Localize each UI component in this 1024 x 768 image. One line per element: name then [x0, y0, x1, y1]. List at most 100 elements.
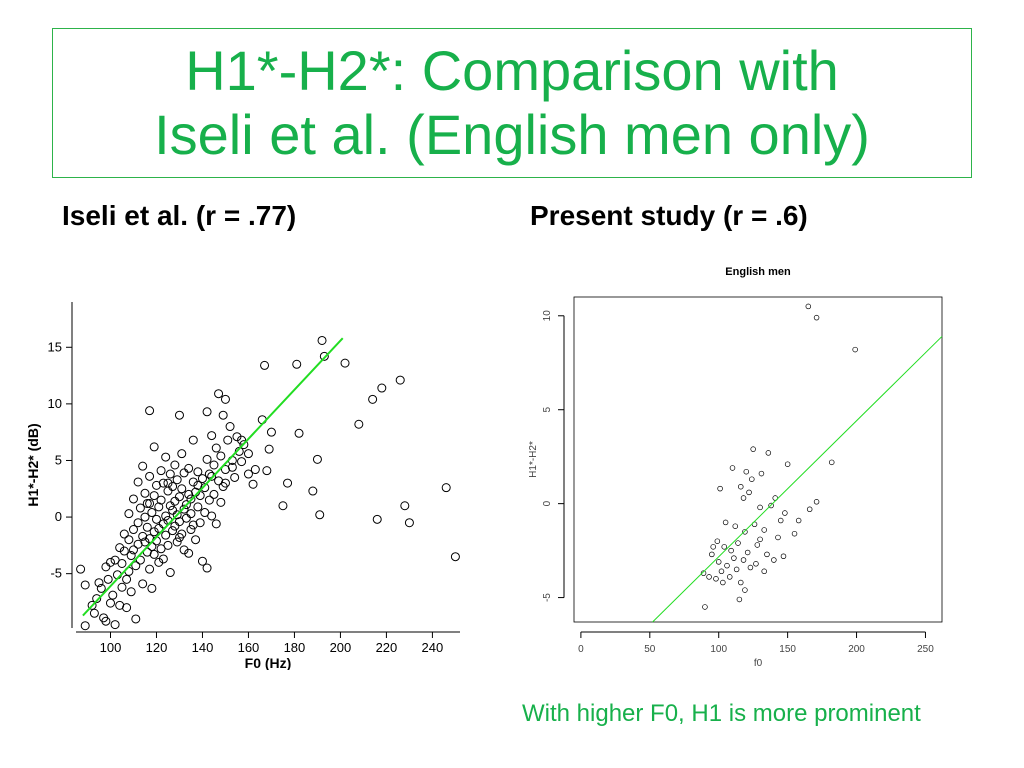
data-point [149, 442, 159, 452]
data-point [156, 466, 166, 476]
data-point [126, 551, 136, 561]
data-point [746, 489, 752, 496]
data-point [115, 543, 125, 553]
data-point [145, 498, 155, 508]
data-point [784, 461, 791, 467]
x-tick-label: 240 [422, 640, 444, 655]
data-point [195, 518, 205, 528]
data-point [743, 468, 750, 475]
data-point [145, 534, 155, 544]
data-point [151, 480, 161, 490]
data-point [188, 435, 198, 445]
y-tick-label: 15 [48, 339, 62, 354]
data-point [145, 406, 155, 416]
data-point [94, 578, 104, 588]
data-point [193, 502, 203, 512]
data-point [729, 465, 736, 471]
x-tick-label: 150 [779, 644, 796, 655]
data-point [207, 511, 217, 521]
data-point [237, 435, 247, 445]
footnote: With higher F0, H1 is more prominent [522, 700, 921, 727]
data-point [700, 570, 707, 576]
slide-title-line-2: Iseli et al. (English men only) [154, 103, 870, 166]
data-point [119, 546, 129, 556]
data-point [172, 510, 182, 520]
data-point [354, 419, 364, 429]
data-point [138, 461, 148, 471]
x-tick-label: 120 [146, 640, 168, 655]
data-point [122, 603, 132, 613]
data-point [340, 358, 350, 368]
data-point [184, 548, 194, 558]
data-point [724, 562, 730, 569]
data-point [400, 501, 410, 511]
data-point [188, 520, 198, 530]
data-point [177, 484, 187, 494]
data-point [92, 594, 102, 604]
chart-title: English men [725, 266, 791, 278]
data-point [204, 469, 214, 479]
data-point [177, 449, 187, 459]
data-point [168, 526, 178, 536]
data-point [214, 389, 224, 399]
y-tick-label: -5 [50, 566, 62, 581]
data-point [209, 460, 219, 470]
data-point [163, 540, 173, 550]
data-point [179, 468, 189, 478]
data-point [128, 494, 138, 504]
data-point [757, 536, 763, 543]
data-point [188, 477, 198, 487]
data-point [165, 469, 175, 479]
data-point [368, 394, 378, 404]
data-point [149, 491, 159, 501]
data-point [230, 472, 240, 482]
data-point [754, 542, 761, 548]
right-panel-heading: Present study (r = .6) [530, 200, 808, 231]
data-point [243, 469, 253, 479]
data-point [101, 616, 111, 626]
data-point [124, 535, 134, 545]
x-tick-label: 100 [100, 640, 122, 655]
data-point [145, 564, 155, 574]
data-point [207, 471, 217, 481]
data-point [744, 549, 751, 556]
data-point [117, 582, 127, 592]
data-point [172, 537, 182, 547]
data-point [761, 527, 767, 533]
data-point [158, 478, 168, 488]
data-point [260, 360, 270, 370]
data-point [225, 422, 235, 432]
data-point [450, 552, 460, 562]
data-point [168, 482, 178, 492]
data-point [128, 525, 138, 535]
data-point [731, 555, 737, 561]
data-point [197, 556, 207, 566]
data-point [757, 504, 763, 511]
data-point [250, 465, 260, 475]
data-point [747, 564, 754, 571]
data-point [165, 501, 175, 511]
data-point [223, 435, 233, 445]
y-tick-label: -5 [542, 593, 553, 602]
data-point [161, 511, 171, 521]
data-point [702, 604, 708, 610]
data-point [158, 519, 168, 529]
x-tick-label: 50 [644, 644, 656, 655]
data-point [768, 502, 774, 509]
data-point [795, 517, 802, 524]
data-point [163, 478, 173, 488]
data-point [101, 562, 111, 572]
data-point [805, 303, 812, 310]
x-tick-label: 200 [848, 644, 865, 655]
data-point [110, 620, 120, 630]
data-point [782, 510, 788, 516]
data-point [158, 554, 168, 564]
data-point [264, 444, 274, 454]
data-point [154, 502, 164, 512]
data-point [191, 535, 201, 545]
data-point [89, 608, 99, 618]
data-point [170, 460, 180, 470]
data-point [163, 486, 173, 496]
data-point [404, 518, 414, 528]
data-point [179, 504, 189, 514]
